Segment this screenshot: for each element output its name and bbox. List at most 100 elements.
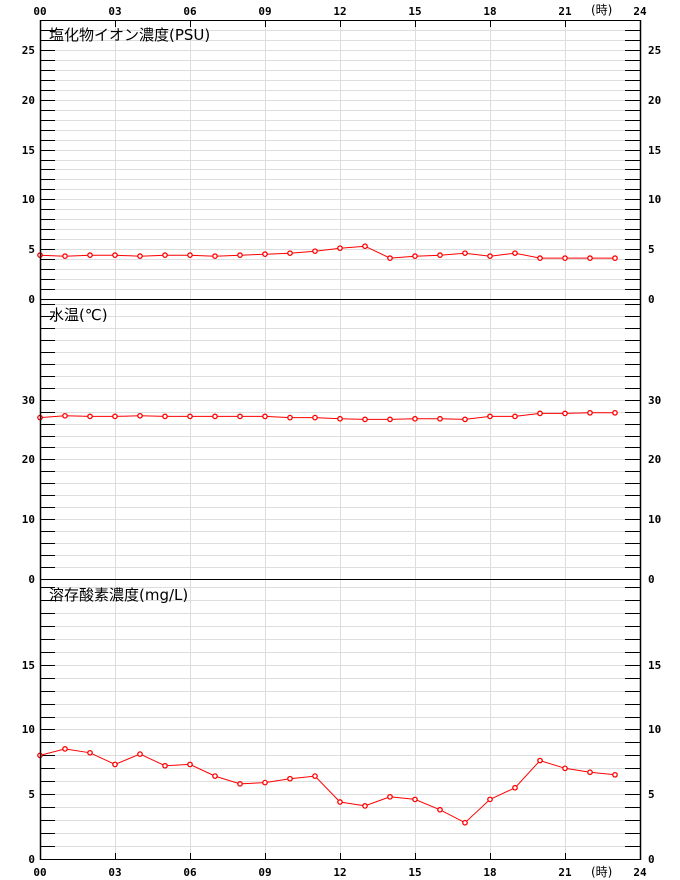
data-point: [587, 409, 593, 416]
y-tick-label-left: 30: [22, 394, 35, 407]
x-unit-label-bottom: (時): [591, 865, 612, 879]
x-tick-label-top: 15: [408, 5, 421, 18]
x-tick-label-top: 21: [558, 5, 572, 18]
data-point: [487, 413, 493, 420]
data-point: [587, 255, 593, 261]
y-tick-label-right: 10: [648, 723, 661, 736]
data-point: [337, 799, 343, 805]
data-point: [562, 255, 568, 261]
data-point: [612, 255, 618, 261]
data-point: [187, 761, 193, 768]
data-point: [187, 413, 193, 420]
x-tick-label-bottom: 00: [33, 866, 46, 879]
data-point: [387, 416, 393, 423]
data-point: [512, 250, 518, 257]
x-tick-label-bottom: 03: [108, 866, 121, 879]
data-point: [262, 779, 268, 786]
data-point: [137, 412, 143, 419]
data-point: [262, 251, 268, 258]
panel-3: 0 0 5 5 10 10 15 15 溶存酸素濃度(mg/L): [22, 580, 661, 866]
data-point: [62, 412, 68, 419]
data-point: [187, 252, 193, 259]
data-point: [412, 796, 418, 803]
y-tick-label-left: 15: [22, 659, 35, 672]
x-tick-label-bottom: 06: [183, 866, 197, 879]
data-point: [162, 252, 168, 259]
y-tick-label-right: 0: [648, 293, 655, 306]
series-line: [39, 245, 615, 259]
data-point: [337, 415, 343, 422]
y-tick-label-left: 10: [22, 193, 35, 206]
panel-title: 塩化物イオン濃度(PSU): [49, 26, 210, 44]
x-tick-label-top: 00: [33, 5, 46, 18]
data-point: [362, 803, 368, 809]
data-point: [537, 757, 543, 764]
data-point: [437, 252, 443, 259]
data-point: [487, 253, 493, 260]
panel-2: 0 0 10 10 20 20 30 30 水温(℃): [22, 300, 661, 586]
x-tick-label-top: 12: [333, 5, 346, 18]
data-point: [262, 413, 268, 420]
x-tick-label-bottom: 12: [333, 866, 346, 879]
x-tick-label-bottom: 09: [258, 866, 271, 879]
data-point: [462, 819, 468, 826]
y-tick-label-left: 25: [22, 44, 35, 57]
data-point: [612, 771, 618, 778]
data-point: [387, 793, 393, 800]
y-tick-label-left: 20: [22, 94, 35, 107]
data-point: [462, 416, 468, 423]
y-tick-label-right: 20: [648, 94, 661, 107]
data-point: [312, 414, 318, 421]
y-tick-label-right: 0: [648, 853, 655, 866]
data-point: [362, 243, 368, 250]
y-tick-label-right: 25: [648, 44, 661, 57]
panel-title: 溶存酸素濃度(mg/L): [49, 586, 188, 604]
x-tick-label-top: 18: [483, 5, 496, 18]
panel-1: 0 0 5 5 10 10 15 15 20 20 25 25 塩化物イオン濃度(PSU): [22, 20, 661, 306]
y-tick-label-right: 15: [648, 659, 661, 672]
data-point: [237, 781, 243, 787]
data-point: [162, 762, 168, 769]
y-tick-label-left: 10: [22, 723, 35, 736]
y-tick-label-left: 0: [28, 573, 35, 586]
x-unit-label-top: (時): [591, 3, 612, 17]
y-tick-label-right: 10: [648, 193, 661, 206]
data-point: [537, 410, 543, 417]
series-line: [39, 412, 615, 420]
data-point: [112, 413, 118, 420]
data-point: [387, 255, 393, 261]
data-point: [462, 250, 468, 257]
y-tick-label-left: 10: [22, 513, 35, 526]
y-tick-label-left: 5: [28, 788, 35, 801]
x-tick-label-bottom: 24: [633, 866, 647, 879]
data-point: [537, 255, 543, 261]
x-tick-label-top: 06: [183, 5, 197, 18]
y-tick-label-right: 30: [648, 394, 661, 407]
data-point: [562, 410, 568, 417]
data-point: [237, 413, 243, 420]
data-point: [337, 245, 343, 252]
data-point: [112, 252, 118, 259]
data-point: [412, 415, 418, 422]
data-point: [212, 253, 218, 260]
data-point: [562, 765, 568, 772]
data-point: [62, 253, 68, 260]
x-tick-label-top: 24: [633, 5, 647, 18]
x-tick-label-top: 03: [108, 5, 121, 18]
data-point: [162, 413, 168, 420]
data-point: [87, 252, 93, 259]
data-point: [312, 248, 318, 255]
data-point: [287, 775, 293, 782]
data-point: [512, 413, 518, 420]
y-tick-label-right: 5: [648, 788, 655, 801]
y-tick-label-right: 10: [648, 513, 661, 526]
y-tick-label-right: 20: [648, 453, 661, 466]
y-tick-label-left: 0: [28, 853, 35, 866]
x-tick-label-bottom: 15: [408, 866, 421, 879]
y-tick-label-right: 5: [648, 243, 655, 256]
x-tick-label-top: 09: [258, 5, 271, 18]
data-point: [287, 414, 293, 421]
data-point: [412, 253, 418, 260]
data-point: [237, 252, 243, 259]
